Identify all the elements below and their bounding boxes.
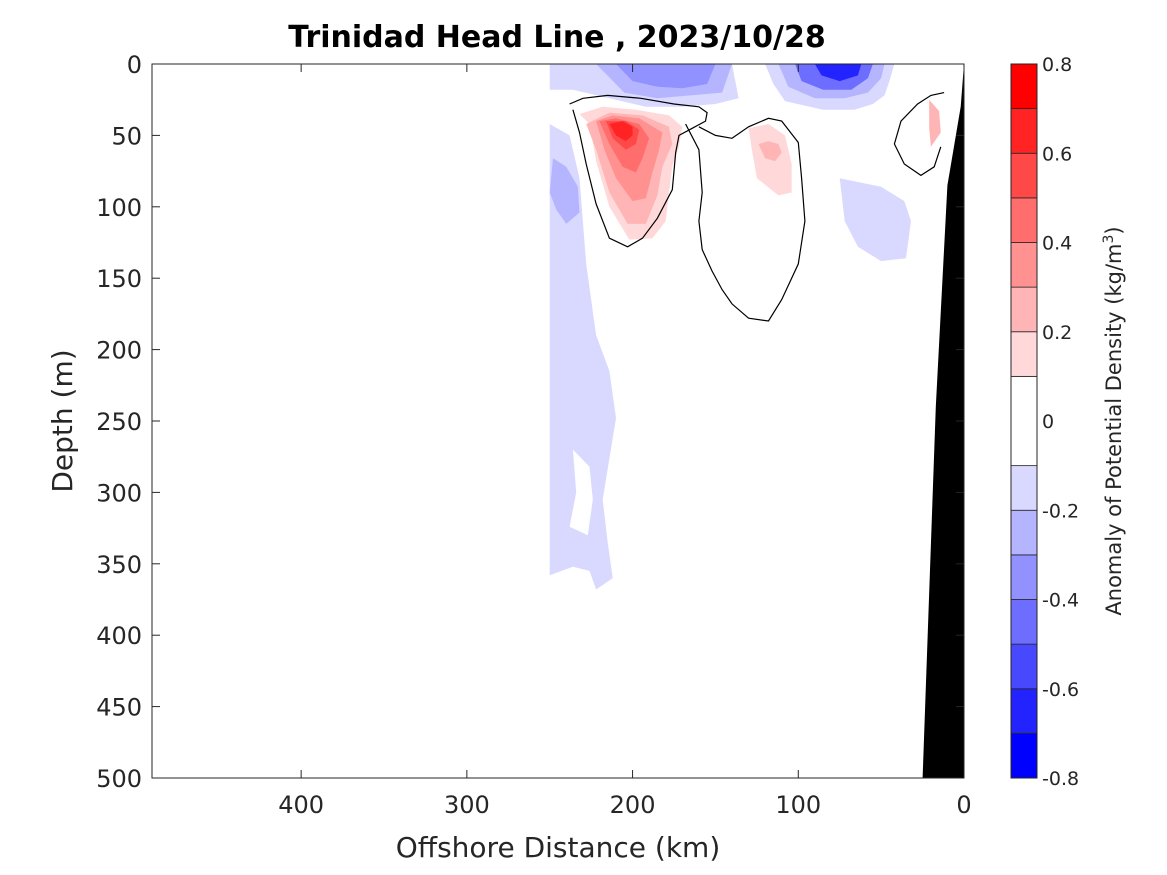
colorbar-tick-label: -0.4: [1042, 590, 1079, 612]
seafloor-wedge: [922, 64, 964, 778]
colorbar-tick-label: 0.8: [1042, 54, 1072, 76]
colorbar-tick-label: 0: [1042, 411, 1054, 433]
x-tick-label: 100: [775, 791, 821, 819]
x-axis: 400 300 200 100 0: [278, 64, 972, 819]
colorbar-segment: [1010, 108, 1038, 154]
anomaly-region-pos02-mid: [758, 141, 782, 162]
colorbar-frame: [1010, 63, 1038, 779]
colorbar-segment: [1010, 331, 1038, 377]
y-tick-label: 0: [127, 51, 142, 79]
zero-contour-lines: [569, 92, 945, 322]
colorbar-segment: [1010, 197, 1038, 243]
anomaly-region-pos01-mid: [748, 124, 792, 196]
colorbar-label-suffix: ): [1102, 226, 1126, 234]
colorbar-label-prefix: Anomaly of Potential Density (kg/m: [1102, 244, 1126, 616]
colorbar-tick-label: -0.8: [1042, 768, 1079, 790]
y-tick-label: 450: [96, 694, 142, 722]
zero-contour-nearshore: [893, 92, 945, 177]
y-axis: 0 50 100 150 200 250 300 350 400 450 500: [96, 51, 964, 793]
y-tick-label: 100: [96, 194, 142, 222]
y-tick-label: 150: [96, 265, 142, 293]
colorbar-segment: [1010, 688, 1038, 734]
anomaly-region-neg02-deep: [549, 124, 616, 590]
anomaly-region-neg04-top-a: [616, 64, 716, 89]
zero-contour-mid: [685, 117, 806, 322]
colorbar-segment: [1010, 599, 1038, 645]
colorbar-label: Anomaly of Potential Density (kg/m3): [1101, 226, 1126, 615]
y-tick-label: 500: [96, 765, 142, 793]
y-tick-label: 200: [96, 337, 142, 365]
x-axis-label: Offshore Distance (km): [396, 831, 721, 864]
chart-title: Trinidad Head Line , 2023/10/28: [288, 20, 825, 55]
colorbar-segment: [1010, 643, 1038, 690]
anomaly-region-pos02-shelf: [929, 99, 941, 147]
y-axis-label: Depth (m): [46, 349, 79, 492]
colorbar-segment: [1010, 63, 1038, 110]
x-tick-label: 0: [956, 791, 971, 819]
colorbar-segment: [1010, 509, 1038, 556]
zero-contour-main: [569, 94, 708, 248]
colorbar-tick-label: 0.2: [1042, 322, 1072, 344]
plot-area: [151, 63, 965, 779]
colorbar-segment: [1010, 465, 1038, 511]
colorbar-tick-label: -0.6: [1042, 679, 1079, 701]
y-tick-label: 50: [111, 122, 142, 150]
x-tick-label: 400: [278, 791, 324, 819]
anomaly-region-neg01-offshore: [549, 64, 948, 778]
anomaly-region-pos06-main: [609, 121, 633, 142]
anomaly-region-neg02-nearshore: [839, 178, 911, 262]
anomaly-region-neg03-sub: [549, 158, 580, 224]
colorbar-tick-label: 0.6: [1042, 143, 1072, 165]
y-tick-label: 250: [96, 408, 142, 436]
colorbar-segment: [1010, 152, 1038, 199]
colorbar-segment: [1010, 554, 1038, 600]
x-tick-label: 200: [610, 791, 656, 819]
colorbar-segment: [1010, 286, 1038, 333]
x-tick-label: 300: [444, 791, 490, 819]
y-tick-label: 350: [96, 551, 142, 579]
colorbar-segment: [1010, 375, 1038, 467]
anomaly-region-neg07-top-b: [814, 64, 862, 82]
colorbar-segment: [1010, 732, 1038, 779]
y-tick-label: 400: [96, 622, 142, 650]
seafloor-bathymetry: [922, 64, 964, 778]
colorbar: 0.8 0.6 0.4 0.2 0 -0.2 -0.4 -0.6 -0.8: [1010, 54, 1079, 790]
colorbar-label-sup: 3: [1101, 235, 1117, 244]
colorbar-segment: [1010, 242, 1038, 288]
anomaly-region-neg02-hole: [569, 449, 593, 536]
y-tick-label: 300: [96, 479, 142, 507]
colorbar-tick-label: 0.4: [1042, 233, 1072, 255]
colorbar-tick-label: -0.2: [1042, 500, 1079, 522]
contour-fills: [549, 64, 948, 778]
